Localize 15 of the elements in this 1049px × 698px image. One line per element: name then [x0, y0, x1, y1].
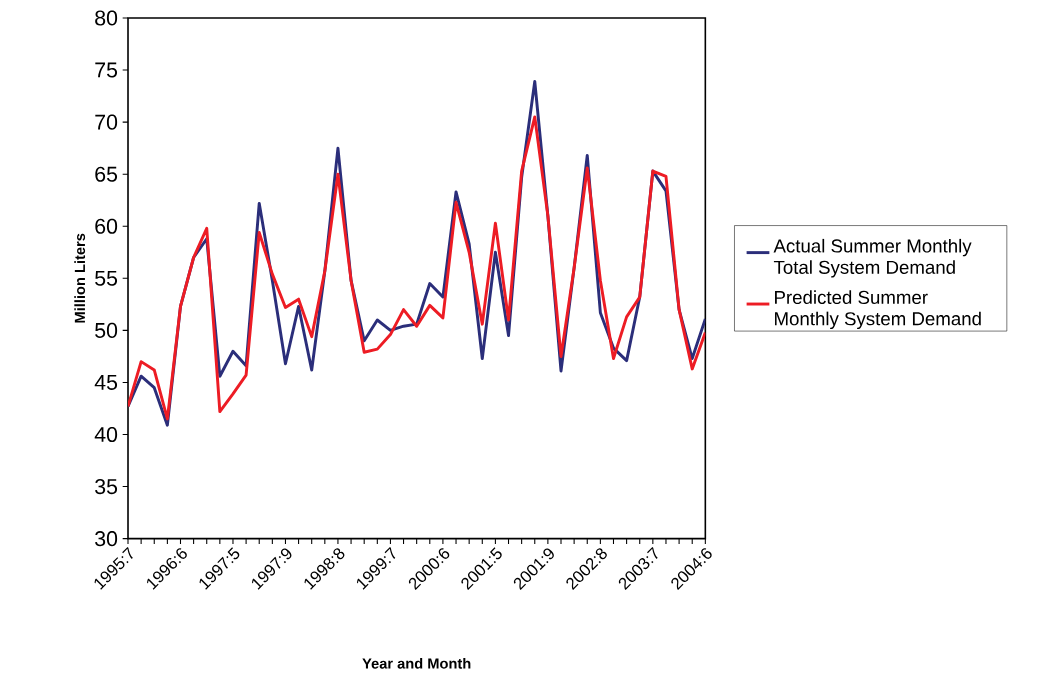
legend-label: Actual Summer Monthly Total System Demand	[773, 238, 972, 278]
y-tick-label: 70	[95, 114, 118, 130]
y-tick-label: 50	[95, 322, 118, 338]
y-tick-label: 55	[95, 270, 118, 286]
y-tick-label: 45	[94, 375, 118, 390]
y-tick-label: 40	[94, 426, 118, 443]
y-axis-title: Million Liters	[74, 233, 86, 323]
x-axis-title: Year and Month	[362, 657, 471, 669]
y-tick-label: 80	[95, 10, 118, 26]
y-tick-label: 60	[95, 218, 118, 234]
y-tick-label: 30	[95, 531, 118, 547]
y-tick-label: 65	[95, 166, 118, 182]
y-tick-label: 35	[95, 479, 118, 495]
legend-label: Predicted Summer Monthly System Demand	[775, 290, 981, 330]
y-tick-label: 75	[95, 62, 118, 78]
